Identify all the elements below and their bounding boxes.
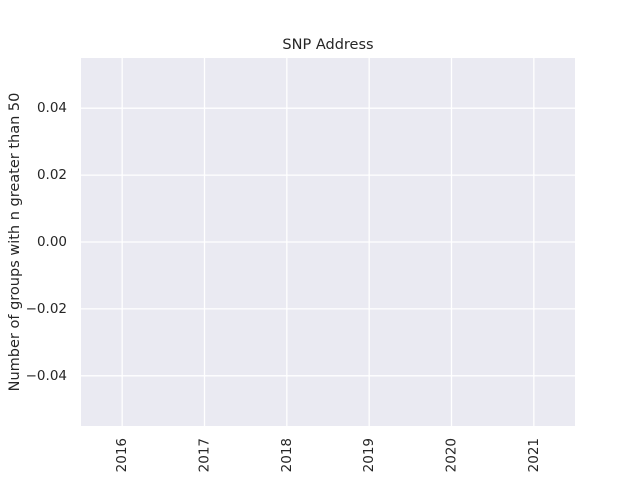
chart-title: SNP Address xyxy=(282,37,373,53)
x-tick-label: 2017 xyxy=(197,438,213,472)
x-tick-label: 2020 xyxy=(444,438,460,472)
x-tick-labels: 2016 2017 2018 2019 2020 2021 xyxy=(114,438,542,472)
y-tick-label: 0.00 xyxy=(37,234,67,250)
x-tick-label: 2018 xyxy=(279,438,295,472)
y-tick-label: −0.04 xyxy=(26,368,67,384)
x-tick-label: 2019 xyxy=(361,438,377,472)
y-axis-label: Number of groups with n greater than 50 xyxy=(7,93,23,392)
y-tick-labels: 0.04 0.02 0.00 −0.02 −0.04 xyxy=(26,100,67,384)
y-tick-label: −0.02 xyxy=(26,301,67,317)
x-tick-label: 2016 xyxy=(114,438,130,472)
y-tick-label: 0.04 xyxy=(37,100,67,116)
y-gridlines xyxy=(81,107,575,377)
x-tick-label: 2021 xyxy=(526,438,542,472)
y-tick-label: 0.02 xyxy=(37,167,67,183)
